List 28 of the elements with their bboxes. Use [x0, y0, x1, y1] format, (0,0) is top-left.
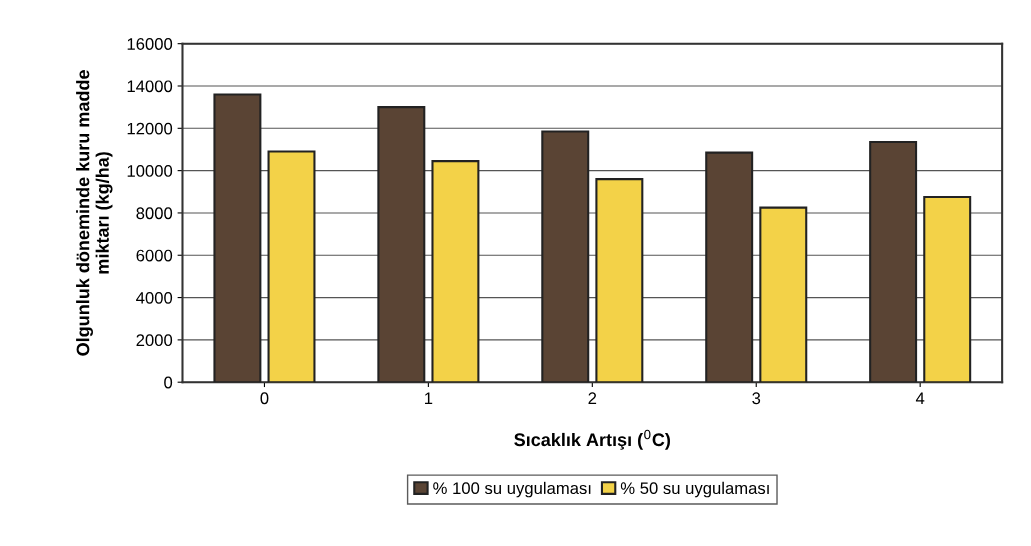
- y-tick-label: 6000: [136, 249, 173, 262]
- bar: [923, 196, 972, 383]
- bar: [705, 151, 754, 383]
- x-tick-label: 0: [260, 392, 269, 405]
- x-tick-label: 1: [425, 392, 433, 404]
- bar: [431, 160, 480, 383]
- x-axis-title: Sıcaklık Artışı ($^{0}$C): [514, 429, 670, 450]
- bar: [377, 106, 426, 383]
- legend-label: % 100 su uygulaması: [433, 481, 591, 498]
- bar: [595, 178, 644, 383]
- y-tick-label: 14000: [127, 80, 173, 93]
- x-tick-label: 2: [588, 392, 597, 404]
- y-tick-label: 2000: [136, 334, 173, 347]
- bar: [541, 130, 590, 383]
- bar: [267, 150, 316, 383]
- y-tick-label: 10000: [127, 165, 173, 177]
- x-tick-label: 3: [752, 392, 761, 405]
- x-tick-label: 4: [915, 392, 925, 404]
- y-axis-title: Olgunluk döneminde kuru madde miktarı (kg/ha): [76, 70, 113, 356]
- legend-label: % 50 su uygulaması: [620, 481, 769, 498]
- y-tick-label: 0: [164, 376, 173, 389]
- y-tick-label: 12000: [127, 122, 173, 135]
- y-tick-label: 8000: [136, 207, 173, 220]
- bar: [759, 206, 808, 383]
- bar: [869, 141, 918, 383]
- y-tick-label: 16000: [127, 38, 173, 50]
- y-tick-label: 4000: [136, 291, 173, 304]
- bar: [213, 93, 262, 383]
